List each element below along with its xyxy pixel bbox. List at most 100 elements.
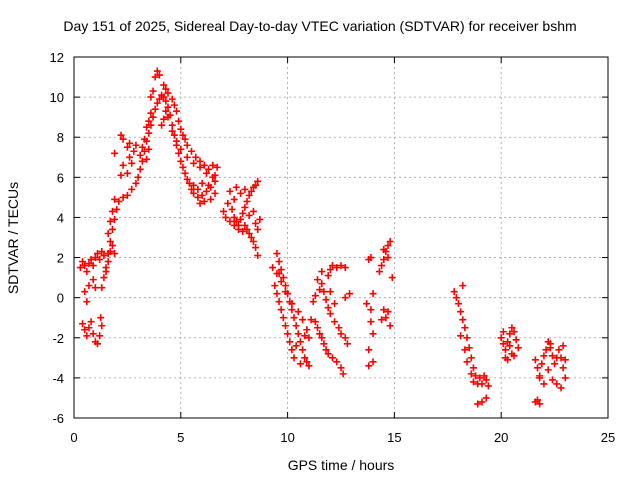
data-point [484,382,492,390]
data-point [454,300,462,308]
data-point [561,374,569,382]
data-point [290,354,298,362]
data-point [111,250,119,258]
data-point [168,121,176,129]
data-point [540,352,548,360]
data-point [279,314,287,322]
data-point [480,372,488,380]
data-point [467,354,475,362]
data-point [382,314,390,322]
data-point [200,161,208,169]
data-point [309,298,317,306]
data-point [98,248,106,256]
data-point [256,215,264,223]
data-point [108,225,116,233]
data-point [134,173,142,181]
data-point [380,246,388,254]
data-point [512,336,520,344]
data-point [81,326,89,334]
data-point [85,324,93,332]
data-point [548,376,556,384]
data-point [365,346,373,354]
data-point [277,306,285,314]
data-point [365,362,373,370]
data-point [93,250,101,258]
data-point [162,97,170,105]
data-point [252,219,260,227]
data-point [254,252,262,260]
data-point [252,244,260,252]
data-point [164,113,172,121]
data-point [220,207,228,215]
data-point [237,189,245,197]
data-point [288,346,296,354]
data-point [328,354,336,362]
data-point [113,205,121,213]
data-point [207,195,215,203]
data-point [557,384,565,392]
data-point [177,125,185,133]
data-point [234,225,242,233]
data-point [378,316,386,324]
data-point [307,316,315,324]
data-point [202,169,210,177]
data-point [337,364,345,372]
grid-lines [74,57,608,418]
data-point [299,346,307,354]
data-point [497,334,505,342]
data-point [247,234,255,241]
data-point [164,103,172,111]
data-point [117,131,125,139]
data-point [273,290,281,298]
data-point [288,300,296,308]
data-point [275,298,283,306]
data-point [147,109,155,117]
axis-ticks: 0 5 10 15 20 25 -6 -4 -2 0 2 4 6 8 10 12 [50,50,616,445]
data-point [228,205,236,213]
x-tick-label: 10 [280,430,294,445]
data-point [499,328,507,336]
data-point [100,274,108,282]
data-point [294,330,302,338]
data-point [553,380,561,388]
data-point [232,217,240,225]
data-point [89,276,97,284]
data-point [273,250,281,258]
y-tick-label: 12 [50,50,64,65]
data-point [222,213,230,221]
y-tick-label: 4 [57,210,64,225]
data-point [320,288,328,296]
data-point [472,372,480,380]
data-point [341,294,349,302]
data-point [243,197,251,205]
data-point [288,306,296,314]
data-point [211,171,219,179]
plot-frame [73,56,609,419]
data-point [305,334,313,342]
data-point [452,294,460,302]
data-point [271,282,279,290]
data-point [187,147,195,155]
data-point [478,380,486,388]
data-point [542,346,550,354]
data-point [384,308,392,316]
data-point [281,322,289,330]
data-point [97,314,105,322]
data-point [160,115,168,123]
data-point [328,262,336,270]
data-point [384,242,392,250]
data-point [375,268,383,276]
data-point [277,266,285,274]
data-point [81,288,89,296]
data-point [153,67,161,75]
data-point [294,308,302,316]
data-point [467,370,475,378]
data-point [91,254,99,262]
data-point [181,135,189,143]
data-point [469,364,477,372]
data-point [331,318,339,326]
data-point [126,139,134,147]
data-point [136,165,144,173]
data-point [183,141,191,149]
data-point [226,187,234,195]
